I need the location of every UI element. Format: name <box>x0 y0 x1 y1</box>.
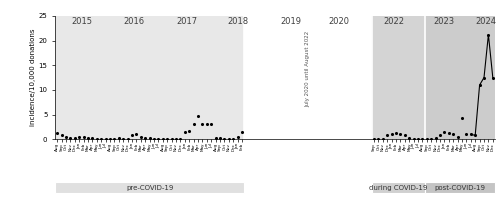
Point <box>75 136 83 139</box>
Point <box>194 114 202 118</box>
Point <box>449 133 457 136</box>
Point <box>80 135 88 139</box>
Point <box>110 137 118 140</box>
Point <box>212 136 220 139</box>
Point <box>176 137 184 140</box>
Point <box>128 134 136 137</box>
Point <box>88 137 96 140</box>
Point <box>203 122 211 126</box>
Point <box>392 131 400 135</box>
Point <box>225 137 233 140</box>
Point <box>66 136 74 139</box>
Point <box>220 137 228 140</box>
Point <box>471 134 479 137</box>
Point <box>198 122 206 126</box>
Point <box>370 137 378 140</box>
Point <box>234 135 241 139</box>
Point <box>168 137 175 140</box>
Point <box>462 132 470 136</box>
Text: pre-COVID-19: pre-COVID-19 <box>126 184 174 191</box>
Text: 2016: 2016 <box>124 17 145 26</box>
Point <box>71 137 79 140</box>
Point <box>115 137 123 140</box>
Point <box>467 133 475 136</box>
Text: 2018: 2018 <box>227 17 248 26</box>
Point <box>405 137 413 140</box>
Point <box>124 137 132 140</box>
Bar <box>244 16 372 139</box>
Text: 2015: 2015 <box>71 17 92 26</box>
Point <box>401 133 409 137</box>
Text: 2020: 2020 <box>328 17 349 26</box>
Point <box>53 132 61 135</box>
Point <box>58 134 66 137</box>
Point <box>480 76 488 79</box>
Point <box>106 137 114 140</box>
Point <box>190 122 198 125</box>
Point <box>414 137 422 140</box>
Point <box>374 137 382 140</box>
Text: during COVID-19: during COVID-19 <box>369 184 428 191</box>
Point <box>476 83 484 87</box>
Point <box>454 135 462 139</box>
Text: 2023: 2023 <box>434 17 455 26</box>
Point <box>229 137 237 140</box>
Text: 2022: 2022 <box>384 17 404 26</box>
Point <box>445 132 453 135</box>
Point <box>396 133 404 136</box>
Point <box>146 137 154 140</box>
Point <box>410 137 418 140</box>
Point <box>154 137 162 140</box>
Point <box>484 33 492 36</box>
Point <box>489 76 497 79</box>
Bar <box>372 16 424 139</box>
Point <box>436 133 444 137</box>
Point <box>181 131 189 134</box>
Point <box>172 137 180 140</box>
Point <box>388 132 396 136</box>
Point <box>238 131 246 134</box>
Y-axis label: incidence/10,000 donations: incidence/10,000 donations <box>30 29 36 126</box>
Point <box>141 136 149 139</box>
Text: 2024: 2024 <box>476 17 496 26</box>
Point <box>93 137 101 140</box>
Point <box>150 137 158 140</box>
Point <box>423 137 431 140</box>
Point <box>137 135 145 139</box>
Point <box>379 137 387 140</box>
Point <box>62 135 70 139</box>
Point <box>132 132 140 136</box>
Point <box>102 137 110 140</box>
Text: 2019: 2019 <box>280 17 301 26</box>
Point <box>432 137 440 140</box>
Point <box>159 137 167 140</box>
Text: post-COVID-19: post-COVID-19 <box>434 184 486 191</box>
Point <box>84 136 92 139</box>
Point <box>458 116 466 120</box>
Point <box>163 137 171 140</box>
Point <box>216 137 224 140</box>
Point <box>418 137 426 140</box>
Point <box>427 137 435 140</box>
Text: 2017: 2017 <box>176 17 198 26</box>
Point <box>440 131 448 134</box>
Text: July 2020 until August 2022: July 2020 until August 2022 <box>306 31 310 107</box>
Point <box>383 133 391 137</box>
Point <box>207 123 215 126</box>
Point <box>97 137 105 140</box>
Point <box>119 137 127 140</box>
Bar <box>424 16 495 139</box>
Point <box>185 129 193 133</box>
